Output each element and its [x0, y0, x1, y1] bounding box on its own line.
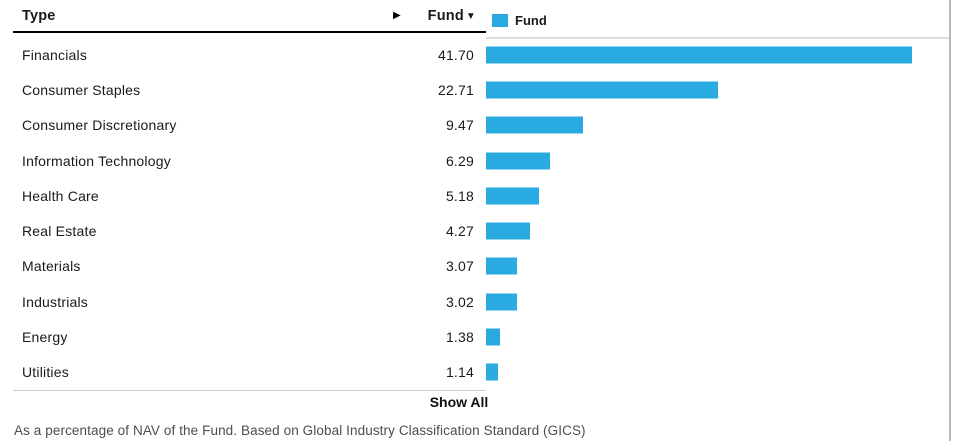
column-header-type[interactable]: Type — [22, 8, 56, 24]
bar-track — [486, 222, 946, 240]
legend-label: Fund — [515, 13, 547, 28]
bar-track — [486, 116, 946, 134]
bar-track — [486, 363, 946, 381]
sector-value: 3.07 — [445, 258, 474, 275]
table-row: Information Technology 6.29 — [0, 143, 954, 178]
sector-value: 3.02 — [445, 293, 474, 310]
sector-label: Financials — [22, 46, 88, 63]
sector-table: Financials 41.70 Consumer Staples 22.71 … — [0, 37, 954, 390]
fund-bar — [486, 257, 518, 275]
fund-header-label: Fund — [427, 8, 464, 24]
fund-bar — [486, 222, 530, 240]
sector-label: Industrials — [22, 293, 89, 310]
right-border — [949, 0, 951, 441]
bar-track — [486, 328, 946, 346]
footnote: As a percentage of NAV of the Fund. Base… — [14, 423, 586, 438]
sector-value: 1.38 — [445, 329, 474, 346]
column-header-fund[interactable]: Fund ▼ — [0, 8, 476, 24]
table-row: Utilities 1.14 — [0, 355, 954, 390]
bar-track — [486, 293, 946, 311]
fund-bar — [486, 81, 719, 99]
sector-label: Materials — [22, 258, 81, 275]
show-all-divider — [13, 390, 486, 391]
chart-legend: Fund — [492, 13, 547, 28]
chart-top-divider — [486, 37, 950, 39]
fund-bar — [486, 187, 539, 205]
sector-label: Utilities — [22, 364, 69, 381]
table-row: Consumer Staples 22.71 — [0, 72, 954, 107]
sector-label: Real Estate — [22, 223, 97, 240]
table-row: Energy 1.38 — [0, 319, 954, 354]
table-row: Materials 3.07 — [0, 249, 954, 284]
table-row: Consumer Discretionary 9.47 — [0, 108, 954, 143]
table-row: Financials 41.70 — [0, 37, 954, 72]
bar-track — [486, 152, 946, 170]
legend-swatch-icon — [492, 14, 508, 27]
bar-track — [486, 257, 946, 275]
table-row: Health Care 5.18 — [0, 178, 954, 213]
header-divider — [13, 31, 486, 33]
fund-bar — [486, 152, 551, 170]
fund-bar — [486, 116, 583, 134]
right-arrow-icon[interactable]: ▶ — [393, 10, 401, 21]
sector-label: Consumer Staples — [22, 81, 141, 98]
sector-label: Health Care — [22, 187, 99, 204]
bar-track — [486, 187, 946, 205]
bar-track — [486, 46, 946, 64]
sector-label: Consumer Discretionary — [22, 117, 177, 134]
sector-value: 6.29 — [445, 152, 474, 169]
sector-value: 1.14 — [445, 364, 474, 381]
sector-label: Energy — [22, 329, 68, 346]
sector-value: 9.47 — [445, 117, 474, 134]
show-all-button[interactable]: Show All — [429, 394, 489, 410]
fund-bar — [486, 293, 517, 311]
sector-value: 41.70 — [437, 46, 474, 63]
table-row: Industrials 3.02 — [0, 284, 954, 319]
sector-value: 22.71 — [437, 81, 474, 98]
fund-bar — [486, 363, 498, 381]
fund-bar — [486, 328, 501, 346]
sector-value: 5.18 — [445, 187, 474, 204]
fund-bar — [486, 46, 913, 64]
table-row: Real Estate 4.27 — [0, 213, 954, 248]
bar-track — [486, 81, 946, 99]
sector-label: Information Technology — [22, 152, 171, 169]
sort-descending-icon: ▼ — [465, 11, 476, 22]
sector-value: 4.27 — [445, 223, 474, 240]
